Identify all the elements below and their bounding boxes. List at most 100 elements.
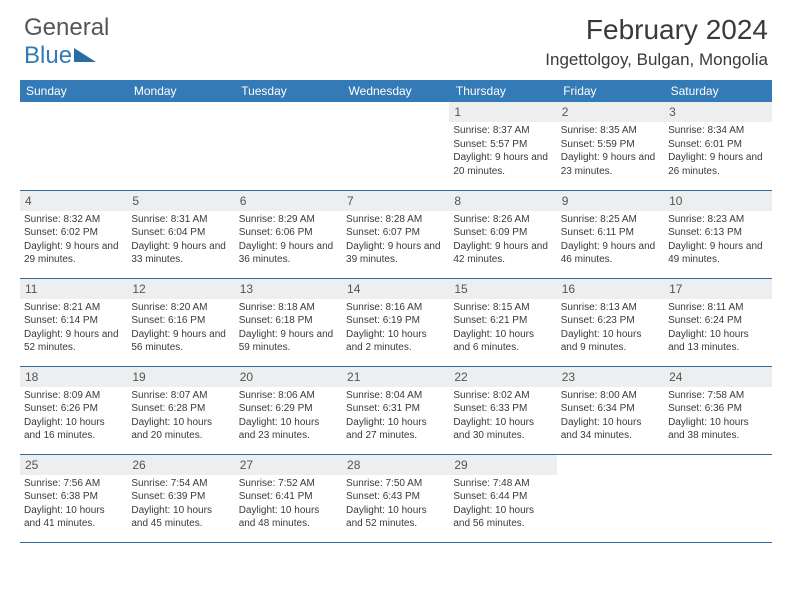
day-number: 3: [664, 102, 771, 122]
weekday-header: Saturday: [664, 80, 771, 102]
calendar-cell: 9Sunrise: 8:25 AMSunset: 6:11 PMDaylight…: [557, 190, 664, 278]
day-number: 12: [127, 279, 234, 299]
calendar-cell: [127, 102, 234, 190]
calendar-cell: [664, 454, 771, 542]
calendar-cell: 18Sunrise: 8:09 AMSunset: 6:26 PMDayligh…: [20, 366, 127, 454]
day-details: Sunrise: 8:31 AMSunset: 6:04 PMDaylight:…: [127, 211, 234, 269]
empty-cell: [664, 455, 771, 475]
calendar-cell: 5Sunrise: 8:31 AMSunset: 6:04 PMDaylight…: [127, 190, 234, 278]
day-details: Sunrise: 8:37 AMSunset: 5:57 PMDaylight:…: [449, 122, 556, 180]
day-number: 8: [449, 191, 556, 211]
calendar-cell: 17Sunrise: 8:11 AMSunset: 6:24 PMDayligh…: [664, 278, 771, 366]
day-details: Sunrise: 7:48 AMSunset: 6:44 PMDaylight:…: [449, 475, 556, 533]
month-title: February 2024: [545, 14, 768, 46]
day-details: Sunrise: 8:02 AMSunset: 6:33 PMDaylight:…: [449, 387, 556, 445]
day-number: 2: [557, 102, 664, 122]
day-number: 26: [127, 455, 234, 475]
day-number: 25: [20, 455, 127, 475]
calendar-cell: 10Sunrise: 8:23 AMSunset: 6:13 PMDayligh…: [664, 190, 771, 278]
day-number: 11: [20, 279, 127, 299]
calendar-row: 11Sunrise: 8:21 AMSunset: 6:14 PMDayligh…: [20, 278, 772, 366]
day-number: 7: [342, 191, 449, 211]
day-details: Sunrise: 8:34 AMSunset: 6:01 PMDaylight:…: [664, 122, 771, 180]
title-block: February 2024 Ingettolgoy, Bulgan, Mongo…: [545, 14, 768, 70]
day-details: Sunrise: 7:52 AMSunset: 6:41 PMDaylight:…: [235, 475, 342, 533]
calendar-cell: [235, 102, 342, 190]
logo-text-2: Blue: [24, 42, 72, 70]
calendar-cell: 26Sunrise: 7:54 AMSunset: 6:39 PMDayligh…: [127, 454, 234, 542]
calendar-cell: 22Sunrise: 8:02 AMSunset: 6:33 PMDayligh…: [449, 366, 556, 454]
page-header: General Blue February 2024 Ingettolgoy, …: [0, 0, 792, 74]
day-number: 28: [342, 455, 449, 475]
day-details: Sunrise: 7:54 AMSunset: 6:39 PMDaylight:…: [127, 475, 234, 533]
day-number: 19: [127, 367, 234, 387]
day-number: 23: [557, 367, 664, 387]
day-number: 5: [127, 191, 234, 211]
calendar-cell: 27Sunrise: 7:52 AMSunset: 6:41 PMDayligh…: [235, 454, 342, 542]
day-number: 10: [664, 191, 771, 211]
day-details: Sunrise: 8:25 AMSunset: 6:11 PMDaylight:…: [557, 211, 664, 269]
calendar-cell: [342, 102, 449, 190]
weekday-header: Sunday: [20, 80, 127, 102]
day-number: 22: [449, 367, 556, 387]
day-details: Sunrise: 8:26 AMSunset: 6:09 PMDaylight:…: [449, 211, 556, 269]
weekday-header: Wednesday: [342, 80, 449, 102]
calendar-cell: 11Sunrise: 8:21 AMSunset: 6:14 PMDayligh…: [20, 278, 127, 366]
day-number: 9: [557, 191, 664, 211]
calendar-table: Sunday Monday Tuesday Wednesday Thursday…: [20, 80, 772, 543]
calendar-cell: 8Sunrise: 8:26 AMSunset: 6:09 PMDaylight…: [449, 190, 556, 278]
empty-cell: [20, 102, 127, 122]
day-number: 14: [342, 279, 449, 299]
weekday-header: Thursday: [449, 80, 556, 102]
day-details: Sunrise: 8:21 AMSunset: 6:14 PMDaylight:…: [20, 299, 127, 357]
day-details: Sunrise: 8:04 AMSunset: 6:31 PMDaylight:…: [342, 387, 449, 445]
calendar-cell: 15Sunrise: 8:15 AMSunset: 6:21 PMDayligh…: [449, 278, 556, 366]
weekday-header: Friday: [557, 80, 664, 102]
day-details: Sunrise: 8:35 AMSunset: 5:59 PMDaylight:…: [557, 122, 664, 180]
calendar-cell: 4Sunrise: 8:32 AMSunset: 6:02 PMDaylight…: [20, 190, 127, 278]
day-details: Sunrise: 8:00 AMSunset: 6:34 PMDaylight:…: [557, 387, 664, 445]
day-details: Sunrise: 8:07 AMSunset: 6:28 PMDaylight:…: [127, 387, 234, 445]
sail-icon: [74, 48, 96, 62]
calendar-row: 18Sunrise: 8:09 AMSunset: 6:26 PMDayligh…: [20, 366, 772, 454]
logo-text-1: General: [24, 14, 109, 41]
day-number: 4: [20, 191, 127, 211]
weekday-header: Tuesday: [235, 80, 342, 102]
day-details: Sunrise: 8:11 AMSunset: 6:24 PMDaylight:…: [664, 299, 771, 357]
day-number: 15: [449, 279, 556, 299]
day-details: Sunrise: 8:06 AMSunset: 6:29 PMDaylight:…: [235, 387, 342, 445]
day-number: 24: [664, 367, 771, 387]
calendar-cell: 1Sunrise: 8:37 AMSunset: 5:57 PMDaylight…: [449, 102, 556, 190]
calendar-cell: 16Sunrise: 8:13 AMSunset: 6:23 PMDayligh…: [557, 278, 664, 366]
day-details: Sunrise: 8:09 AMSunset: 6:26 PMDaylight:…: [20, 387, 127, 445]
day-number: 20: [235, 367, 342, 387]
day-details: Sunrise: 7:56 AMSunset: 6:38 PMDaylight:…: [20, 475, 127, 533]
calendar-cell: 21Sunrise: 8:04 AMSunset: 6:31 PMDayligh…: [342, 366, 449, 454]
day-details: Sunrise: 8:15 AMSunset: 6:21 PMDaylight:…: [449, 299, 556, 357]
day-number: 21: [342, 367, 449, 387]
day-number: 1: [449, 102, 556, 122]
day-details: Sunrise: 8:13 AMSunset: 6:23 PMDaylight:…: [557, 299, 664, 357]
day-details: Sunrise: 8:23 AMSunset: 6:13 PMDaylight:…: [664, 211, 771, 269]
day-number: 13: [235, 279, 342, 299]
day-details: Sunrise: 8:20 AMSunset: 6:16 PMDaylight:…: [127, 299, 234, 357]
day-number: 27: [235, 455, 342, 475]
day-number: 6: [235, 191, 342, 211]
day-details: Sunrise: 8:28 AMSunset: 6:07 PMDaylight:…: [342, 211, 449, 269]
weekday-header-row: Sunday Monday Tuesday Wednesday Thursday…: [20, 80, 772, 102]
calendar-cell: 28Sunrise: 7:50 AMSunset: 6:43 PMDayligh…: [342, 454, 449, 542]
day-details: Sunrise: 7:50 AMSunset: 6:43 PMDaylight:…: [342, 475, 449, 533]
calendar-cell: 13Sunrise: 8:18 AMSunset: 6:18 PMDayligh…: [235, 278, 342, 366]
calendar-cell: 29Sunrise: 7:48 AMSunset: 6:44 PMDayligh…: [449, 454, 556, 542]
calendar-row: 1Sunrise: 8:37 AMSunset: 5:57 PMDaylight…: [20, 102, 772, 190]
day-details: Sunrise: 8:16 AMSunset: 6:19 PMDaylight:…: [342, 299, 449, 357]
calendar-cell: 24Sunrise: 7:58 AMSunset: 6:36 PMDayligh…: [664, 366, 771, 454]
location-text: Ingettolgoy, Bulgan, Mongolia: [545, 50, 768, 70]
day-number: 17: [664, 279, 771, 299]
calendar-cell: 25Sunrise: 7:56 AMSunset: 6:38 PMDayligh…: [20, 454, 127, 542]
day-number: 18: [20, 367, 127, 387]
calendar-row: 4Sunrise: 8:32 AMSunset: 6:02 PMDaylight…: [20, 190, 772, 278]
calendar-cell: 12Sunrise: 8:20 AMSunset: 6:16 PMDayligh…: [127, 278, 234, 366]
empty-cell: [127, 102, 234, 122]
calendar-cell: [20, 102, 127, 190]
